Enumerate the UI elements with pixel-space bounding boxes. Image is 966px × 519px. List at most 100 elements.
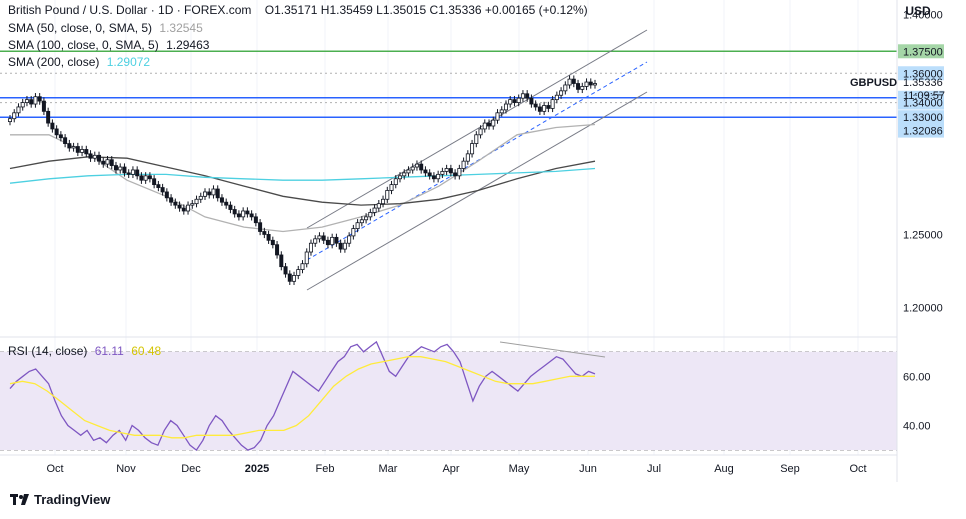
candle-body (219, 197, 224, 203)
candle-body (88, 153, 93, 159)
countdown-label: 11:09:57 (903, 90, 945, 102)
candle-body (427, 172, 432, 177)
candle-body (406, 169, 411, 174)
candle-body (177, 204, 182, 209)
candle-body (533, 103, 538, 108)
candle-body (571, 78, 576, 84)
candle-body (559, 90, 564, 96)
candle-body (495, 112, 500, 121)
time-tick-label: Mar (379, 463, 398, 475)
level-tag (898, 123, 944, 138)
time-axis[interactable]: Oct Nov Dec 2025 Feb Mar Apr May Jun Jul Aug Sep Oct (46, 463, 866, 475)
legend-rsi[interactable]: RSI (14, close) 61.11 60.48 (8, 344, 161, 358)
candle-body (236, 213, 241, 218)
candle-body (186, 204, 191, 212)
candle-body (393, 178, 398, 186)
candle-body (457, 168, 462, 177)
legend-title-row[interactable]: British Pound / U.S. Dollar · 1D · FOREX… (8, 3, 588, 17)
rsi-divergence-line (499, 341, 606, 358)
time-tick-label: Oct (46, 463, 63, 475)
rsi-tick-label: 60.00 (903, 371, 931, 383)
candle-body (190, 203, 195, 206)
time-tick-label: 2025 (245, 463, 269, 475)
legend-sma50[interactable]: SMA (50, close, 0, SMA, 5) 1.32545 (8, 21, 203, 35)
candle-body (359, 219, 364, 224)
candle-body (381, 198, 386, 205)
sma100-value: 1.29463 (166, 38, 210, 52)
candle-body (215, 188, 220, 199)
symbol-tag: GBPUSD (850, 77, 897, 89)
candle-body (287, 273, 292, 282)
level-tag-label: 1.34000 (903, 98, 943, 110)
level-tag (898, 44, 944, 59)
candle-body (58, 134, 63, 139)
legend-sma100[interactable]: SMA (100, close, 0, SMA, 5) 1.29463 (8, 38, 209, 52)
price-tick-label: 1.25000 (903, 229, 943, 241)
candle-body (537, 106, 542, 112)
sma100-line (9, 156, 596, 206)
time-tick-label: Aug (714, 463, 734, 475)
last-price-label: 1.35336 (903, 77, 943, 89)
candle-body (139, 175, 144, 181)
level-tag-label: 1.33000 (903, 112, 943, 124)
symbol-title[interactable]: British Pound / U.S. Dollar · 1D · FOREX… (8, 3, 252, 17)
candle-body (113, 165, 118, 171)
candle-body (232, 209, 237, 215)
currency-label[interactable]: USD (905, 4, 931, 18)
candle-body (499, 109, 504, 114)
candle-body (554, 94, 559, 101)
candle-body (7, 118, 12, 123)
time-tick-label: Sep (780, 463, 800, 475)
candle-body (67, 143, 72, 149)
candle-body (279, 254, 284, 268)
candle-body (563, 84, 568, 92)
candle-body (461, 160, 466, 169)
candle-body (546, 105, 551, 109)
candle-body (160, 187, 165, 193)
candle-body (126, 172, 131, 175)
price-tick-label: 1.40000 (903, 10, 943, 22)
price-axis[interactable]: 1.200001.250001.400001.375001.360001.343… (845, 10, 945, 433)
candle-body (508, 99, 513, 105)
candle-body (202, 191, 207, 197)
candle-body (351, 228, 356, 237)
time-tick-label: May (509, 463, 530, 475)
candle-body (304, 251, 309, 265)
candle-body (275, 244, 280, 256)
tradingview-logo-icon[interactable] (10, 494, 32, 506)
candle-body (372, 207, 377, 213)
candle-body (50, 122, 55, 130)
rsi-value: 61.11 (94, 344, 124, 358)
candle-body (482, 122, 487, 130)
sma50-value: 1.32545 (159, 21, 203, 35)
candle-body (376, 203, 381, 209)
candle-body (122, 166, 127, 174)
time-tick-label: Jul (647, 463, 661, 475)
candle-body (105, 159, 110, 165)
candle-body (292, 275, 297, 282)
sma200-label: SMA (200, close) (8, 55, 100, 69)
sma50-label: SMA (50, close, 0, SMA, 5) (8, 21, 153, 35)
rsi-tick-label: 40.00 (903, 421, 931, 433)
candle-body (262, 231, 267, 235)
symbol-tag-bg (845, 74, 895, 89)
candle-body (71, 146, 76, 149)
candle-body (135, 169, 140, 177)
candle-body (75, 146, 80, 153)
candle-body (402, 172, 407, 177)
candle-body (448, 168, 453, 174)
tradingview-logo-text[interactable]: TradingView (34, 492, 111, 507)
candle-body (283, 266, 288, 275)
candle-body (313, 238, 318, 244)
candle-body (84, 149, 89, 155)
level-tag (898, 66, 944, 81)
candle-body (308, 242, 313, 253)
candle-body (334, 236, 339, 244)
candle-body (33, 96, 38, 105)
candle-body (169, 197, 174, 203)
candle-body (525, 93, 530, 99)
legend-sma200[interactable]: SMA (200, close) 1.29072 (8, 55, 150, 69)
candle-body (224, 201, 229, 206)
candle-body (80, 149, 85, 153)
